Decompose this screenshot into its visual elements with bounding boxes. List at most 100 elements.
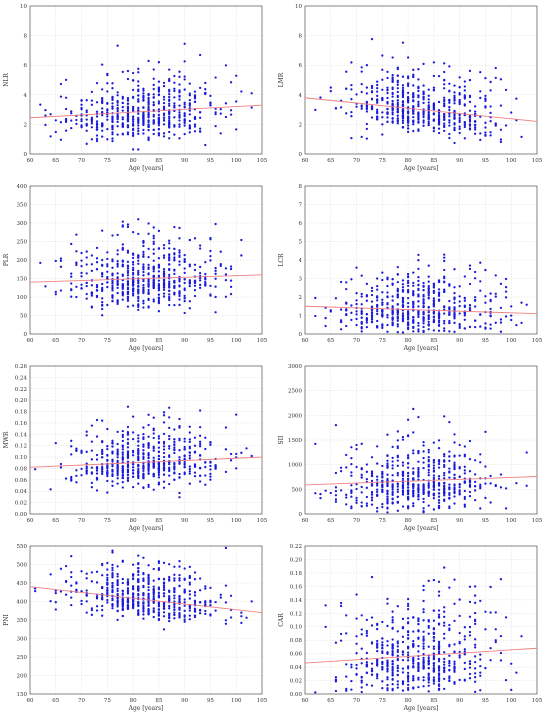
data-point bbox=[173, 594, 176, 597]
data-point bbox=[219, 132, 222, 135]
data-point bbox=[412, 656, 415, 660]
data-point bbox=[499, 318, 503, 321]
data-point bbox=[437, 131, 441, 135]
data-point bbox=[90, 458, 94, 461]
data-point bbox=[458, 120, 461, 124]
data-point bbox=[386, 497, 389, 500]
data-point bbox=[168, 474, 171, 477]
data-point bbox=[59, 259, 63, 263]
data-point bbox=[59, 265, 63, 268]
data-point bbox=[396, 471, 399, 475]
data-point bbox=[142, 443, 145, 446]
data-point bbox=[162, 284, 166, 287]
data-point bbox=[417, 100, 420, 103]
data-point bbox=[479, 653, 482, 656]
data-point bbox=[339, 328, 343, 331]
data-point bbox=[406, 130, 410, 134]
data-point bbox=[360, 681, 363, 684]
data-point bbox=[152, 474, 155, 478]
data-point bbox=[458, 116, 461, 120]
data-point bbox=[111, 576, 114, 579]
data-point bbox=[376, 490, 379, 494]
data-point bbox=[111, 584, 114, 587]
data-point bbox=[453, 321, 456, 324]
data-point bbox=[214, 609, 217, 612]
data-point bbox=[396, 74, 399, 77]
x-axis-label: Age [years] bbox=[128, 165, 164, 172]
data-point bbox=[121, 298, 124, 301]
data-point bbox=[101, 264, 104, 267]
data-point bbox=[417, 474, 420, 478]
data-point bbox=[147, 564, 150, 567]
data-point bbox=[121, 602, 124, 606]
data-point bbox=[406, 124, 410, 127]
data-point bbox=[95, 458, 99, 461]
data-point bbox=[137, 273, 140, 276]
data-point bbox=[198, 480, 202, 483]
data-point bbox=[157, 88, 161, 92]
data-point bbox=[101, 110, 104, 114]
data-point bbox=[168, 612, 171, 615]
data-point bbox=[70, 295, 73, 298]
data-point bbox=[240, 90, 243, 93]
data-point bbox=[376, 288, 379, 291]
data-point bbox=[157, 93, 161, 97]
data-point bbox=[111, 125, 114, 128]
data-point bbox=[178, 111, 181, 114]
data-point bbox=[137, 281, 140, 285]
data-point bbox=[168, 426, 171, 430]
x-axis-label: Age [years] bbox=[403, 525, 439, 532]
data-point bbox=[137, 106, 140, 110]
data-point bbox=[360, 90, 363, 94]
data-point bbox=[137, 129, 140, 133]
data-point bbox=[198, 127, 202, 130]
data-point bbox=[412, 320, 415, 323]
data-point bbox=[376, 660, 379, 664]
data-point bbox=[432, 667, 436, 670]
data-point bbox=[417, 636, 420, 639]
data-point bbox=[188, 238, 191, 242]
data-point bbox=[152, 436, 155, 440]
data-point bbox=[101, 452, 104, 456]
data-point bbox=[168, 604, 171, 608]
x-tick-label: 90 bbox=[456, 158, 463, 164]
data-point bbox=[85, 577, 88, 580]
data-point bbox=[453, 666, 456, 669]
data-point bbox=[453, 461, 456, 464]
data-point bbox=[458, 326, 461, 330]
data-point bbox=[224, 64, 228, 67]
data-point bbox=[178, 119, 181, 122]
data-point bbox=[437, 329, 441, 332]
data-point bbox=[131, 120, 135, 123]
data-point bbox=[339, 639, 343, 642]
y-tick-label: 350 bbox=[17, 203, 28, 209]
data-point bbox=[437, 484, 441, 487]
data-point bbox=[178, 290, 181, 293]
data-point bbox=[448, 89, 451, 92]
data-point bbox=[162, 116, 166, 119]
data-point bbox=[152, 416, 155, 419]
data-point bbox=[168, 95, 171, 99]
data-point bbox=[360, 501, 363, 504]
data-point bbox=[178, 294, 181, 298]
data-point bbox=[80, 124, 83, 127]
data-point bbox=[101, 229, 104, 232]
data-point bbox=[386, 116, 389, 119]
data-point bbox=[468, 494, 472, 498]
data-point bbox=[101, 63, 104, 66]
data-point bbox=[188, 438, 191, 441]
data-point bbox=[448, 121, 451, 124]
data-point bbox=[443, 122, 446, 125]
data-point bbox=[391, 313, 394, 316]
data-point bbox=[406, 321, 410, 324]
data-point bbox=[448, 661, 451, 665]
data-point bbox=[345, 287, 348, 291]
data-point bbox=[448, 476, 451, 479]
data-point bbox=[131, 438, 135, 441]
data-point bbox=[178, 565, 181, 568]
data-point bbox=[224, 295, 228, 298]
data-point bbox=[396, 83, 399, 86]
data-point bbox=[235, 100, 238, 103]
data-point bbox=[111, 273, 114, 276]
data-point bbox=[381, 78, 384, 81]
